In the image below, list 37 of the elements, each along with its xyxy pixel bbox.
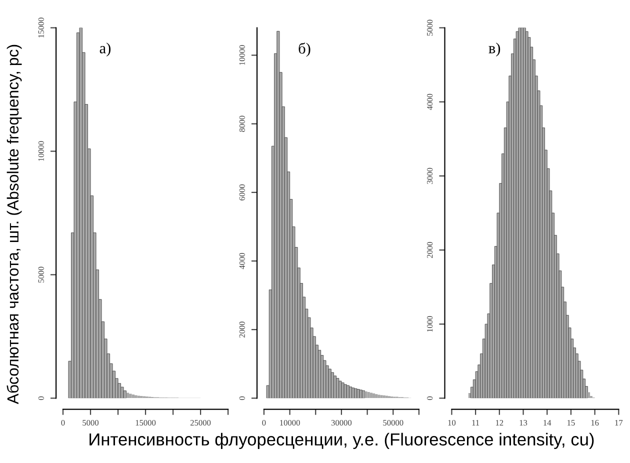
annotation: а) bbox=[100, 42, 111, 56]
y-tick-label: 0 bbox=[239, 396, 245, 400]
x-tick-label: 10000 bbox=[280, 420, 300, 426]
x-tick-label: 15 bbox=[568, 420, 575, 426]
y-tick-label: 2000 bbox=[427, 242, 433, 258]
y-tick-label: 0 bbox=[427, 396, 433, 400]
x-tick-label: 25000 bbox=[190, 420, 211, 426]
y-tick-label: 4000 bbox=[427, 94, 433, 110]
x-tick-label: 17 bbox=[615, 420, 623, 426]
y-tick-label: 10000 bbox=[239, 45, 245, 65]
y-tick-label: 1000 bbox=[427, 316, 433, 332]
x-tick-label: 5000 bbox=[82, 420, 99, 426]
y-tick-label: 5000 bbox=[427, 20, 433, 36]
y-tick-label: 2000 bbox=[239, 322, 245, 338]
y-tick-label: 4000 bbox=[239, 252, 245, 270]
x-tick-label: 0 bbox=[61, 420, 65, 426]
y-tick-label: 6000 bbox=[239, 184, 245, 200]
x-tick-label: 14 bbox=[544, 420, 552, 426]
x-tick-label: 13 bbox=[520, 420, 528, 426]
y-axis-title: Абсолютная частота, шт. (Absolute frequency, pc) bbox=[6, 44, 22, 404]
y-tick-label: 3000 bbox=[427, 168, 433, 184]
x-tick-label: 15000 bbox=[136, 420, 156, 426]
annotation: б) bbox=[298, 42, 310, 57]
y-tick-label: 15000 bbox=[38, 18, 44, 38]
x-tick-label: 12 bbox=[496, 420, 504, 426]
x-axis-title: Интенсивность флуоресценции, у.е. (Fluorescence intensity, cu) bbox=[90, 432, 594, 450]
y-tick-label: 0 bbox=[38, 396, 44, 400]
x-tick-label: 10 bbox=[448, 420, 456, 426]
annotation: в) bbox=[488, 42, 500, 56]
x-tick-label: 50000 bbox=[383, 420, 404, 426]
y-tick-label: 8000 bbox=[239, 116, 245, 132]
x-tick-label: 30000 bbox=[331, 420, 352, 426]
x-tick-label: 11 bbox=[472, 420, 480, 426]
y-tick-label: 10000 bbox=[38, 141, 44, 161]
y-tick-label: 5000 bbox=[38, 266, 44, 283]
x-tick-label: 16 bbox=[591, 420, 599, 426]
x-tick-label: 0 bbox=[262, 420, 266, 426]
